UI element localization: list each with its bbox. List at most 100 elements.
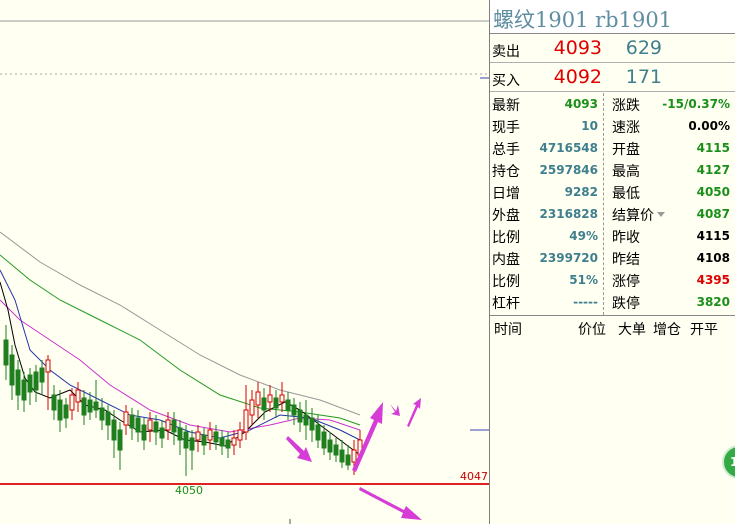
- candle-body: [219, 437, 225, 447]
- stat-left-value: -----: [573, 295, 598, 309]
- stat-right-label: 昨结: [612, 252, 640, 268]
- candle-body: [87, 399, 93, 413]
- candlestick-chart[interactable]: 4047 4050: [0, 0, 489, 524]
- candle-body: [81, 397, 87, 416]
- price-tag: 4047: [460, 470, 488, 483]
- stat-right-label: 涨停: [612, 274, 640, 290]
- candle-body: [267, 394, 273, 403]
- candle-body: [339, 449, 345, 463]
- quote-panel: 螺纹1901 rb1901 卖出 4093 629 买入 4092 171 最新…: [489, 0, 735, 524]
- stats-divider: [603, 93, 604, 315]
- stat-right-value: 3820: [696, 295, 730, 309]
- stat-right-label: 昨收: [612, 230, 640, 246]
- stat-left-label: 外盘: [492, 208, 520, 224]
- candle-body: [249, 399, 255, 416]
- candle-body: [297, 409, 303, 423]
- candle-body: [27, 374, 33, 393]
- stat-left-value: 4093: [564, 97, 598, 111]
- stat-right-label: 跌停: [612, 296, 640, 312]
- stat-left-row: 内盘 2399720: [492, 247, 600, 269]
- candle-body: [159, 427, 165, 439]
- col-price: 价位: [578, 322, 606, 338]
- sell-volume: 629: [625, 37, 662, 59]
- stat-right-label: 最低: [612, 186, 640, 202]
- stat-left-row: 现手 10: [492, 115, 600, 137]
- stat-right-value: 4115: [696, 229, 730, 243]
- stat-left-value: 2316828: [539, 207, 598, 221]
- stat-right-row: 最高 4127: [612, 159, 732, 181]
- sell-label: 卖出: [492, 44, 520, 60]
- candle-body: [291, 404, 297, 416]
- stat-left-value: 9282: [564, 185, 598, 199]
- candles: [3, 325, 363, 476]
- candle-body: [105, 411, 111, 426]
- stat-right-label: 速涨: [612, 120, 640, 136]
- candle-body: [141, 424, 147, 441]
- stat-right-value: -15/0.37%: [662, 97, 730, 111]
- candle-body: [285, 399, 291, 411]
- candle-body: [111, 419, 117, 441]
- candle-body: [345, 454, 351, 466]
- stat-right-label: 开盘: [612, 142, 640, 158]
- stat-left-row: 最新 4093: [492, 93, 600, 115]
- candle-body: [255, 391, 261, 406]
- stat-left-value: 51%: [569, 273, 598, 287]
- stat-left-label: 最新: [492, 98, 520, 114]
- candle-body: [273, 397, 279, 409]
- stat-right-row: 昨收 4115: [612, 225, 732, 247]
- candle-body: [93, 401, 99, 411]
- stat-right-label: 最高: [612, 164, 640, 180]
- stat-right-value: 4127: [696, 163, 730, 177]
- candle-body: [39, 367, 45, 383]
- stat-right-row: 涨跌 -15/0.37%: [612, 93, 732, 115]
- stat-left-row: 日增 9282: [492, 181, 600, 203]
- candle-body: [315, 424, 321, 441]
- candle-body: [177, 427, 183, 441]
- stat-right-row: 速涨 0.00%: [612, 115, 732, 137]
- buy-quote-row[interactable]: 买入 4092 171: [490, 63, 735, 92]
- stat-left-label: 比例: [492, 274, 520, 290]
- price-tag-bg: [456, 469, 489, 483]
- stat-left-row: 杠杆 -----: [492, 291, 600, 313]
- stat-left-label: 总手: [492, 142, 520, 158]
- stat-right-value: 4050: [696, 185, 730, 199]
- candle-body: [225, 439, 231, 449]
- arrow-up-icon: [407, 398, 421, 427]
- candle-body: [237, 429, 243, 441]
- candle-body: [309, 417, 315, 431]
- buy-price: 4092: [553, 66, 602, 88]
- stat-left-row: 比例 49%: [492, 225, 600, 247]
- stat-right-label: 结算价: [612, 208, 654, 224]
- sell-quote-row[interactable]: 卖出 4093 629: [490, 34, 735, 63]
- candle-body: [351, 449, 357, 463]
- candle-body: [57, 399, 63, 421]
- ma-line: [0, 254, 361, 426]
- stat-right-value: 4115: [696, 141, 730, 155]
- stat-left-label: 比例: [492, 230, 520, 246]
- candle-body: [207, 429, 213, 441]
- stat-right-row: 涨停 4395: [612, 269, 732, 291]
- sell-price: 4093: [553, 37, 602, 59]
- candle-body: [63, 404, 69, 419]
- instrument-title-bar: 螺纹1901 rb1901: [490, 0, 735, 34]
- badge-text: 14: [730, 455, 735, 469]
- candle-body: [51, 394, 57, 411]
- col-time: 时间: [494, 322, 522, 338]
- stat-left-value: 10: [581, 119, 598, 133]
- stat-right-value: 4108: [696, 251, 730, 265]
- candle-body: [183, 431, 189, 449]
- stat-left-value: 4716548: [539, 141, 598, 155]
- instrument-title: 螺纹1901 rb1901: [493, 8, 673, 32]
- candle-body: [321, 431, 327, 449]
- candle-body: [15, 369, 21, 396]
- ma-line: [0, 231, 361, 416]
- candle-body: [123, 411, 129, 426]
- candle-body: [279, 394, 285, 403]
- dropdown-caret-icon[interactable]: [657, 212, 665, 217]
- arrow-down-icon: [286, 436, 312, 462]
- stat-left-label: 日增: [492, 186, 520, 202]
- candle-body: [171, 419, 177, 433]
- stat-left-label: 现手: [492, 120, 520, 136]
- candle-body: [201, 434, 207, 446]
- stat-right-row: 最低 4050: [612, 181, 732, 203]
